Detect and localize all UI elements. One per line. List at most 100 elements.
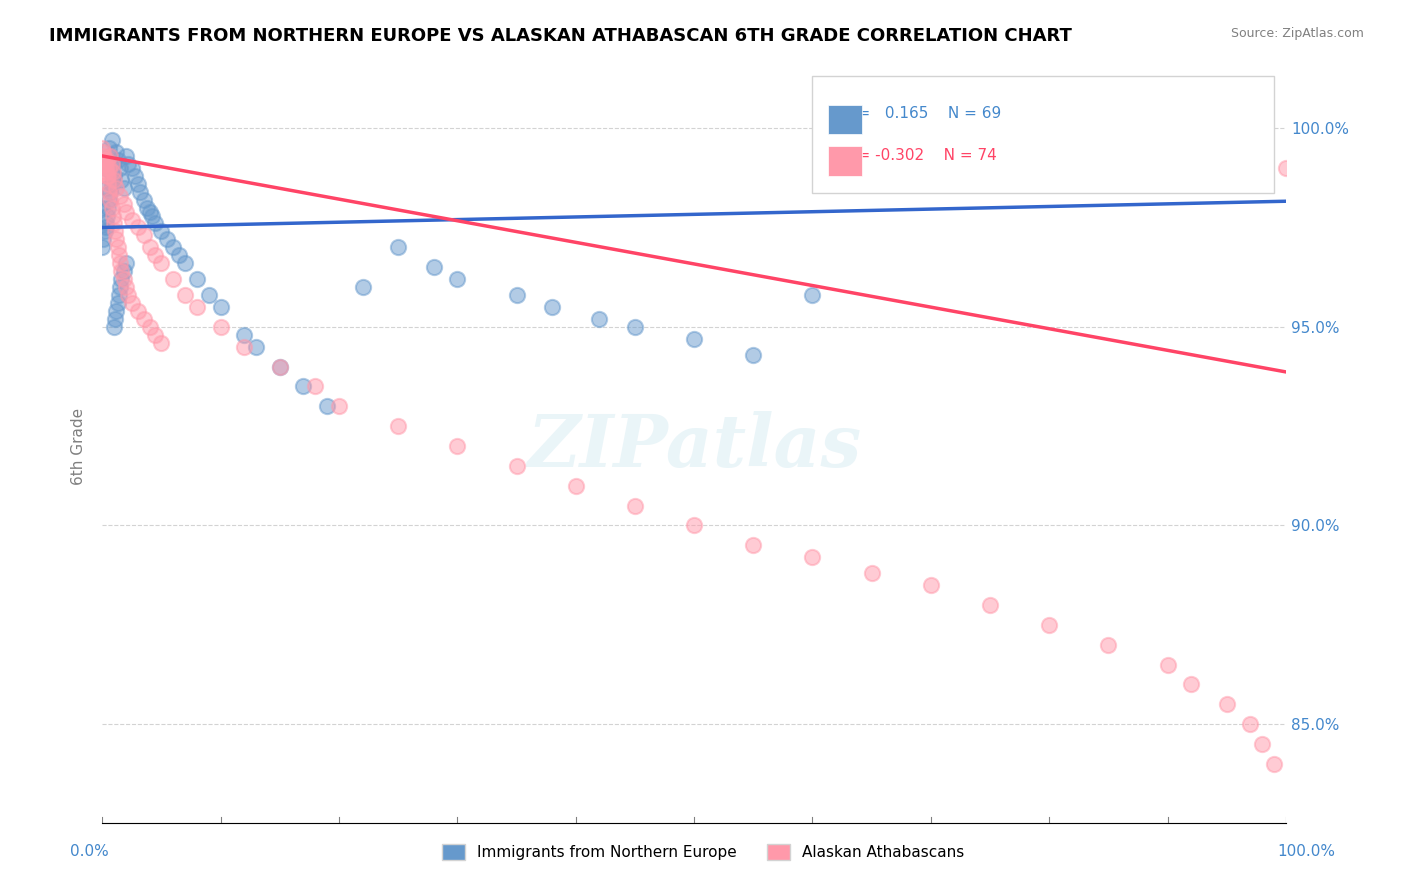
Point <box>108 161 131 175</box>
Point <box>446 439 468 453</box>
Point <box>103 173 125 187</box>
Point <box>110 272 132 286</box>
Point <box>292 379 315 393</box>
Point <box>97 161 120 175</box>
Point <box>683 332 706 346</box>
Point <box>100 177 122 191</box>
Point <box>150 256 173 270</box>
Point <box>145 217 167 231</box>
Point <box>110 173 132 187</box>
Point <box>150 335 173 350</box>
Y-axis label: 6th Grade: 6th Grade <box>72 408 86 484</box>
Point <box>105 180 128 194</box>
Point <box>100 133 122 147</box>
Point <box>91 141 114 155</box>
Point <box>101 169 124 183</box>
FancyBboxPatch shape <box>828 104 862 134</box>
Point <box>138 319 160 334</box>
Point <box>1216 698 1239 712</box>
Text: R =   0.165    N = 69: R = 0.165 N = 69 <box>842 99 1001 113</box>
Point <box>93 145 115 159</box>
Point <box>1251 737 1274 751</box>
Point <box>103 319 125 334</box>
Point <box>121 161 143 175</box>
Point <box>141 209 163 223</box>
Point <box>979 598 1001 612</box>
Point <box>105 304 128 318</box>
Point <box>505 458 527 473</box>
Point <box>138 204 160 219</box>
FancyBboxPatch shape <box>828 146 862 176</box>
Point <box>328 399 350 413</box>
Point <box>129 185 152 199</box>
Legend: Immigrants from Northern Europe, Alaskan Athabascans: Immigrants from Northern Europe, Alaskan… <box>436 838 970 866</box>
Point <box>197 288 219 302</box>
Text: R = -0.302    N = 74: R = -0.302 N = 74 <box>842 144 997 159</box>
Point <box>1275 161 1298 175</box>
Point <box>93 157 115 171</box>
Point <box>91 201 114 215</box>
Point <box>742 348 765 362</box>
Point <box>97 201 120 215</box>
Point <box>103 169 125 183</box>
Point <box>105 145 128 159</box>
Point <box>121 296 143 310</box>
Point <box>742 538 765 552</box>
Point <box>105 232 128 246</box>
Point <box>117 288 139 302</box>
Point <box>588 311 610 326</box>
Point <box>91 240 114 254</box>
Point <box>96 169 118 183</box>
Point <box>93 153 115 167</box>
Point <box>97 169 120 183</box>
Point <box>1180 677 1202 691</box>
Point <box>387 419 409 434</box>
Point <box>145 248 167 262</box>
Point <box>101 165 124 179</box>
Point <box>115 204 138 219</box>
Point <box>1156 657 1178 672</box>
Point <box>352 280 374 294</box>
Text: 0.0%: 0.0% <box>70 845 110 859</box>
Point <box>304 379 326 393</box>
Point <box>132 311 155 326</box>
Point <box>145 327 167 342</box>
Point <box>209 319 232 334</box>
Point <box>245 340 267 354</box>
Point <box>98 185 121 199</box>
Point <box>683 518 706 533</box>
Point <box>167 248 190 262</box>
Point <box>1038 617 1060 632</box>
Point <box>801 550 824 565</box>
Point <box>96 209 118 223</box>
Text: R =   0.165    N = 69: R = 0.165 N = 69 <box>842 106 1001 121</box>
Point <box>110 264 132 278</box>
Point <box>93 149 115 163</box>
Point <box>94 165 117 179</box>
Text: ZIPatlas: ZIPatlas <box>527 410 860 482</box>
Point <box>100 185 122 199</box>
Point <box>107 153 129 167</box>
Point <box>94 220 117 235</box>
Point <box>136 201 159 215</box>
Point <box>860 566 883 581</box>
Point <box>112 272 135 286</box>
Point <box>108 280 131 294</box>
Point <box>564 479 586 493</box>
Point <box>107 248 129 262</box>
Point <box>624 499 647 513</box>
Point <box>112 264 135 278</box>
Point <box>174 288 197 302</box>
Point <box>115 256 138 270</box>
Point <box>101 209 124 223</box>
Text: 100.0%: 100.0% <box>1278 845 1336 859</box>
Point <box>156 232 179 246</box>
Point <box>387 240 409 254</box>
Text: Source: ZipAtlas.com: Source: ZipAtlas.com <box>1230 27 1364 40</box>
Point <box>100 201 122 215</box>
Point <box>94 217 117 231</box>
Point <box>94 161 117 175</box>
Point <box>162 272 184 286</box>
Point <box>93 161 115 175</box>
Point <box>138 240 160 254</box>
